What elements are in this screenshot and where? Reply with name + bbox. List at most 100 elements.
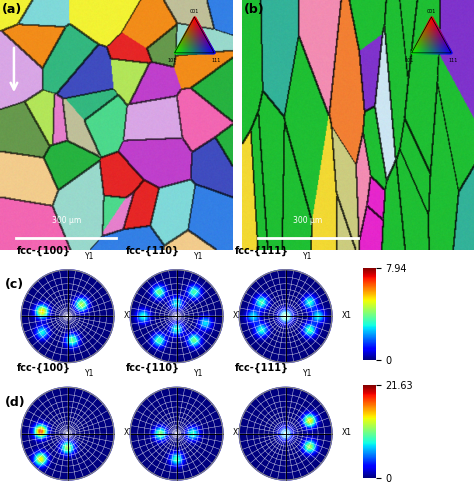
Point (439, 46, 447, 54)
Point (206, 42, 214, 50)
Point (425, 32, 432, 40)
Point (423, 24, 430, 32)
Point (182, 46, 190, 54)
Point (416, 49, 423, 57)
Point (421, 36, 428, 44)
Point (424, 32, 432, 40)
Point (432, 41, 439, 49)
Point (435, 34, 443, 42)
Point (182, 36, 189, 44)
Point (431, 46, 439, 54)
Point (199, 42, 206, 50)
Point (425, 22, 432, 30)
Point (197, 44, 204, 52)
Point (420, 41, 428, 49)
Point (184, 34, 191, 42)
Point (198, 48, 206, 56)
Point (435, 49, 442, 57)
Point (202, 46, 210, 54)
Point (183, 48, 191, 56)
Point (433, 24, 441, 32)
Point (429, 20, 437, 28)
Point (437, 46, 445, 54)
Point (432, 32, 440, 40)
Point (176, 43, 184, 51)
Point (428, 30, 435, 38)
Point (424, 48, 431, 56)
Point (428, 38, 436, 46)
Point (440, 44, 448, 52)
Point (428, 34, 436, 42)
Point (190, 30, 198, 38)
Point (428, 26, 436, 34)
Point (183, 46, 191, 54)
Point (435, 30, 443, 38)
Point (182, 42, 190, 50)
Point (431, 43, 439, 51)
Point (432, 26, 439, 34)
Point (184, 48, 192, 56)
Point (198, 32, 205, 40)
Point (201, 40, 209, 48)
Point (199, 28, 206, 36)
Point (201, 34, 209, 42)
Point (437, 33, 445, 41)
Point (437, 34, 445, 42)
Point (204, 46, 211, 54)
Point (425, 49, 433, 57)
Point (187, 49, 194, 57)
Point (190, 16, 197, 24)
Point (435, 48, 442, 56)
Point (197, 24, 204, 32)
Point (182, 42, 190, 50)
Point (189, 44, 197, 52)
Point (437, 36, 445, 44)
Point (206, 42, 213, 50)
Point (433, 49, 441, 57)
Point (414, 44, 421, 52)
Point (190, 41, 198, 49)
Point (428, 46, 436, 54)
Point (425, 26, 432, 34)
Point (417, 46, 424, 54)
Point (186, 28, 194, 36)
Point (182, 36, 189, 44)
Point (424, 33, 431, 41)
Point (185, 44, 192, 52)
Point (429, 34, 437, 42)
Point (436, 38, 444, 46)
Point (434, 36, 441, 44)
Point (424, 39, 432, 47)
Point (189, 41, 197, 49)
Point (197, 29, 204, 37)
Point (189, 34, 197, 42)
Point (195, 34, 202, 42)
Point (426, 28, 434, 36)
Point (200, 40, 208, 48)
Point (426, 29, 434, 37)
Point (179, 38, 186, 46)
Point (429, 36, 437, 44)
Point (195, 23, 203, 31)
Point (201, 48, 209, 56)
Point (182, 41, 189, 49)
Point (188, 40, 196, 48)
Point (194, 32, 201, 40)
Point (416, 46, 423, 54)
Point (419, 34, 426, 42)
Point (422, 33, 429, 41)
Point (423, 36, 431, 44)
Point (419, 44, 427, 52)
Point (200, 30, 207, 38)
Point (182, 44, 189, 52)
Point (183, 32, 191, 40)
Point (412, 46, 419, 54)
Point (191, 26, 199, 34)
Point (187, 39, 195, 47)
Point (193, 42, 201, 50)
Point (437, 40, 445, 48)
Point (200, 34, 208, 42)
Point (432, 39, 440, 47)
Point (430, 18, 438, 26)
Point (180, 49, 187, 57)
